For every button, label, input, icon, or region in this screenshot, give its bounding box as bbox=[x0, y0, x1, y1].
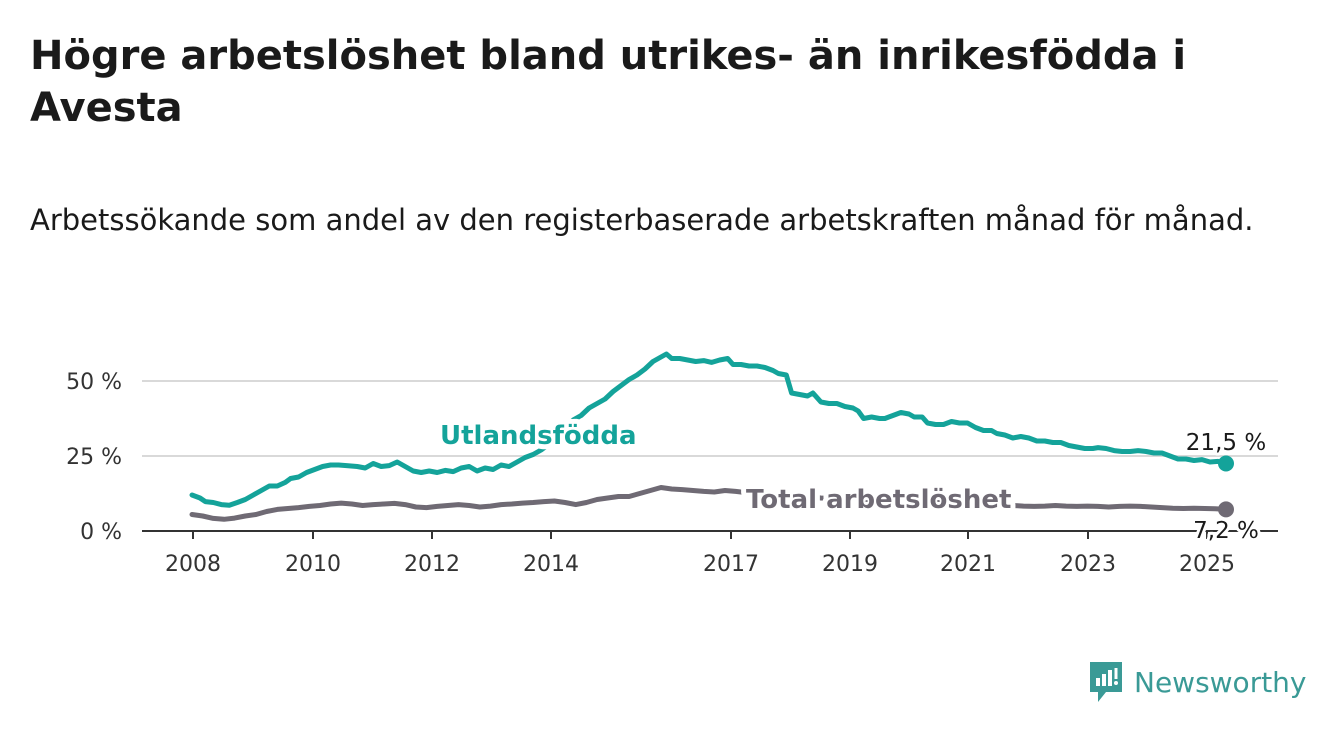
series-line-total bbox=[189, 485, 1229, 522]
series-line-utlandsfodda-end-dot bbox=[1218, 455, 1234, 472]
x-tick-label: 2014 bbox=[523, 552, 579, 577]
x-tick-label: 2025 bbox=[1179, 552, 1235, 577]
x-tick-label: 2023 bbox=[1060, 552, 1116, 577]
y-tick-label: 50 % bbox=[66, 370, 122, 395]
end-label-utlandsfodda: 21,5 % bbox=[1186, 430, 1266, 456]
gridlines bbox=[142, 380, 1278, 457]
newsworthy-logo: Newsworthy bbox=[1088, 660, 1307, 704]
x-tick-label: 2019 bbox=[822, 552, 878, 577]
y-tick-label: 0 % bbox=[80, 520, 122, 545]
series-label-total: Total arbetslöshet bbox=[746, 485, 1011, 515]
series-line-total-end-dot bbox=[1218, 501, 1234, 518]
x-tick-label: 2010 bbox=[285, 552, 341, 577]
series-label-utlandsfodda: Utlandsfödda bbox=[440, 421, 637, 451]
axes: 0 % 25 % 50 % 2008 2010 2012 2014 2017 2019 2021 2… bbox=[66, 370, 1278, 577]
x-tick-label: 2012 bbox=[404, 552, 460, 577]
x-tick-label: 2017 bbox=[703, 552, 759, 577]
x-tick-label: 2008 bbox=[165, 552, 221, 577]
newsworthy-logo-icon bbox=[1090, 662, 1122, 702]
series-line-utlandsfodda bbox=[189, 351, 1229, 508]
end-label-total: 7,2 % bbox=[1193, 518, 1259, 544]
brand-name: Newsworthy bbox=[1134, 665, 1307, 699]
series-lines bbox=[189, 351, 1234, 522]
x-tick-label: 2021 bbox=[940, 552, 996, 577]
chart-title: Högre arbetslöshet bland utrikes- än inr… bbox=[30, 33, 1187, 131]
chart-subtitle: Arbetssökande som andel av den registerb… bbox=[30, 203, 1254, 237]
y-tick-label: 25 % bbox=[66, 445, 122, 470]
series-labels: Utlandsfödda Total arbetslöshet 21,5 % 7,2 … bbox=[435, 416, 1269, 547]
